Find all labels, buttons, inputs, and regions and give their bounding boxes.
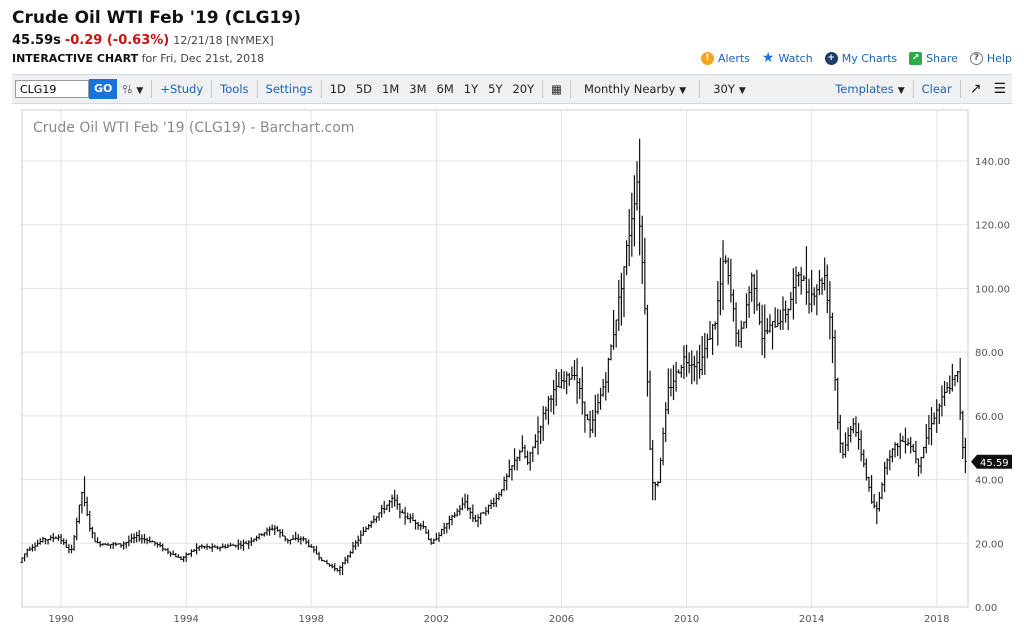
x-tick-label: 2018 (924, 614, 949, 625)
period-20y-button[interactable]: 20Y (512, 82, 535, 96)
quote-meta: 12/21/18 [NYMEX] (173, 34, 274, 47)
x-tick-label: 2006 (549, 614, 574, 625)
chevron-down-icon: ▼ (738, 86, 746, 96)
period-1d-button[interactable]: 1D (329, 82, 346, 96)
toolbar-divider (570, 80, 572, 98)
watch-label: Watch (778, 51, 813, 65)
help-button[interactable]: ? Help (969, 50, 1012, 66)
alerts-button[interactable]: ! Alerts (700, 50, 750, 66)
share-button[interactable]: ↗ Share (909, 50, 958, 66)
help-label: Help (986, 51, 1012, 65)
my-charts-label: My Charts (841, 51, 898, 65)
x-axis: 1990 1994 1998 2002 2006 2010 2014 2018 (48, 614, 949, 625)
my-charts-button[interactable]: + My Charts (824, 50, 898, 66)
x-tick-label: 1990 (48, 614, 73, 625)
chart-date-label: for Fri, Dec 21st, 2018 (141, 52, 265, 65)
y-tick-label: 60.00 (975, 412, 1004, 423)
x-tick-label: 1994 (173, 614, 198, 625)
period-1m-button[interactable]: 1M (382, 82, 400, 96)
bar-type-button[interactable]: ⫯⫰ ▼ (117, 82, 148, 97)
toolbar-divider (542, 80, 544, 98)
period-1y-button[interactable]: 1Y (463, 82, 479, 96)
interactive-chart-label: INTERACTIVE CHART (12, 52, 139, 65)
y-tick-label: 80.00 (975, 348, 1004, 359)
x-tick-label: 2014 (799, 614, 824, 625)
price-change: -0.29 (-0.63%) (64, 33, 170, 48)
x-tick-label: 2002 (424, 614, 449, 625)
y-tick-label: 0.00 (975, 603, 997, 614)
templates-button[interactable]: Templates ▼ (830, 82, 909, 96)
x-tick-label: 2010 (674, 614, 699, 625)
templates-label: Templates (835, 82, 894, 96)
chevron-down-icon: ▼ (679, 86, 687, 96)
calendar-button[interactable]: ▦ (546, 82, 567, 96)
last-price-tag (971, 454, 1012, 469)
alerts-label: Alerts (717, 51, 750, 65)
toolbar-divider (320, 80, 322, 98)
chart-subtitle: INTERACTIVE CHART for Fri, Dec 21st, 201… (12, 52, 264, 65)
toolbar-divider (151, 80, 153, 98)
ohlc-bars-icon: ⫯⫰ (122, 81, 133, 96)
last-price-marker: 45.59 (971, 454, 1012, 469)
last-price: 45.59s (12, 33, 61, 48)
calendar-icon: ▦ (551, 82, 563, 96)
expand-icon: ↗ (969, 81, 982, 97)
range-select[interactable]: 30Y ▼ (703, 82, 756, 96)
chart-toolbar: GO ⫯⫰▼ +Study Tools Settings 1D 5D 1M 3M… (12, 74, 1012, 104)
aggregation-select[interactable]: Monthly Nearby ▼ (574, 82, 696, 96)
tools-button[interactable]: Tools (220, 82, 249, 96)
y-tick-label: 140.00 (975, 157, 1010, 168)
period-5d-button[interactable]: 5D (355, 82, 373, 96)
plot-frame (21, 109, 969, 608)
star-icon: ★ (761, 50, 775, 66)
expand-button[interactable]: ↗ (964, 81, 988, 97)
toolbar-divider (256, 80, 258, 98)
y-axis: 0.00 20.00 40.00 60.00 80.00 100.00 120.00 140.… (975, 157, 1010, 614)
plus-circle-icon: + (824, 51, 838, 65)
y-tick-label: 100.00 (975, 284, 1010, 295)
header-actions: ! Alerts ★ Watch + My Charts ↗ Share ? H… (700, 50, 1012, 66)
symbol-input[interactable] (15, 80, 89, 98)
chevron-down-icon: ▼ (136, 85, 144, 96)
share-label: Share (926, 51, 958, 65)
aggregation-value: Monthly Nearby (584, 82, 676, 96)
toolbar-divider (959, 80, 961, 98)
watch-button[interactable]: ★ Watch (762, 50, 813, 66)
toolbar-divider (211, 80, 213, 98)
share-icon: ↗ (909, 51, 923, 65)
go-button[interactable]: GO (89, 79, 118, 99)
y-tick-label: 120.00 (975, 221, 1010, 232)
chart-grid (22, 110, 968, 608)
page-title: Crude Oil WTI Feb '19 (CLG19) (12, 8, 301, 28)
ohlc-bars (20, 138, 967, 576)
help-icon: ? (969, 51, 983, 65)
chart-title: Crude Oil WTI Feb '19 (CLG19) - Barchart… (33, 120, 354, 136)
clear-button[interactable]: Clear (921, 82, 952, 96)
y-tick-label: 40.00 (975, 476, 1004, 487)
y-tick-label: 20.00 (975, 539, 1004, 550)
chevron-down-icon: ▼ (897, 86, 905, 96)
study-button[interactable]: +Study (160, 82, 204, 96)
x-tick-label: 1998 (299, 614, 324, 625)
alert-icon: ! (700, 51, 714, 65)
period-5y-button[interactable]: 5Y (488, 82, 503, 96)
toolbar-divider (912, 80, 914, 98)
last-price-label: 45.59 (980, 458, 1009, 469)
period-3m-button[interactable]: 3M (409, 82, 427, 96)
hamburger-icon: ☰ (993, 81, 1006, 97)
period-6m-button[interactable]: 6M (436, 82, 454, 96)
quote-line: 45.59s -0.29 (-0.63%) 12/21/18 [NYMEX] (12, 33, 274, 48)
menu-button[interactable]: ☰ (987, 81, 1012, 97)
toolbar-divider (699, 80, 701, 98)
range-value: 30Y (713, 82, 735, 96)
settings-button[interactable]: Settings (265, 82, 313, 96)
